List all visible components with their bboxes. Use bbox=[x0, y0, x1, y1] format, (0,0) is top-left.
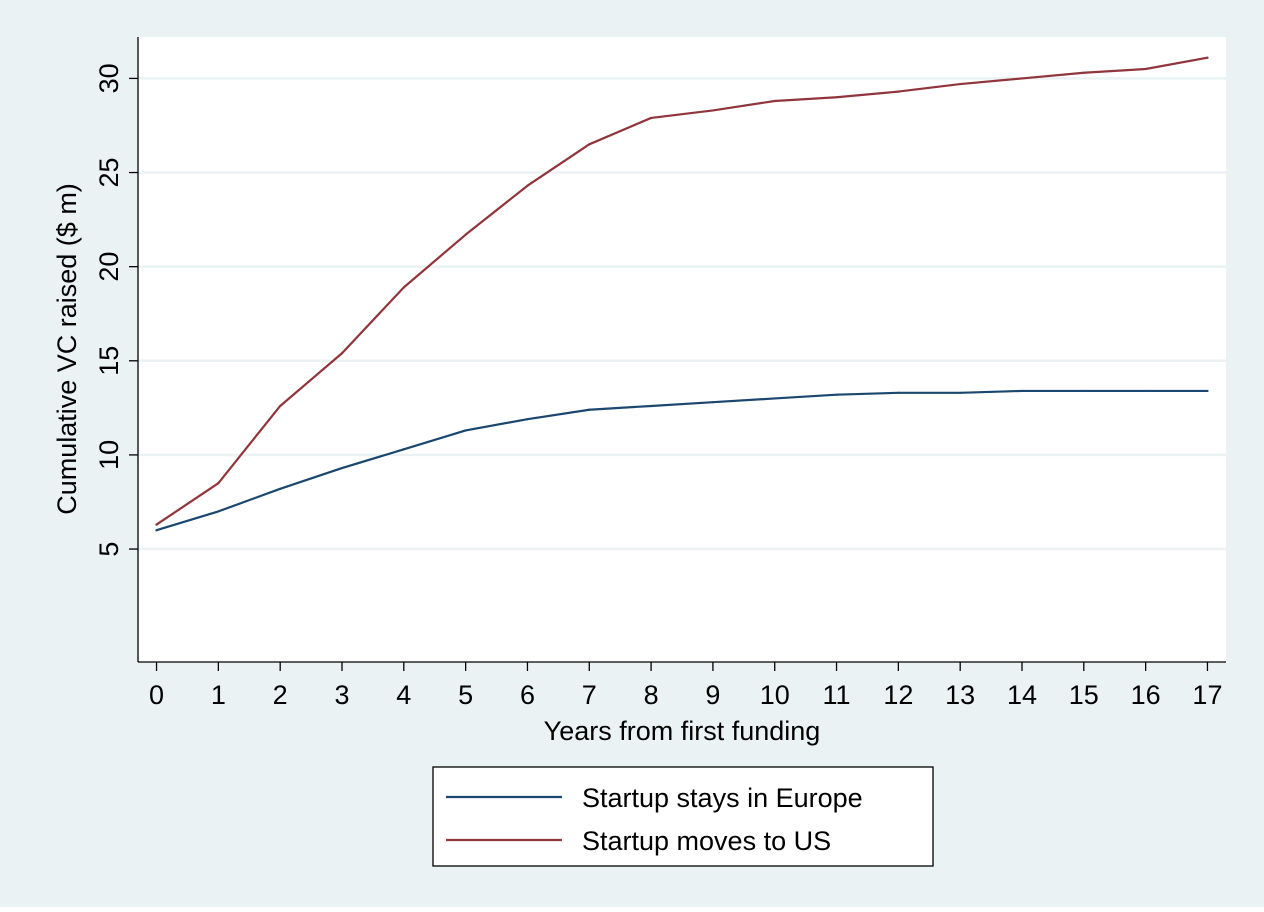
data-point-s0-x8 bbox=[649, 404, 653, 408]
x-tick-label-9: 9 bbox=[705, 680, 720, 710]
data-point-s0-x2 bbox=[279, 487, 282, 490]
data-point-s0-x14 bbox=[1020, 389, 1024, 393]
data-point-s1-x2 bbox=[279, 404, 282, 408]
series-lines bbox=[155, 56, 1209, 532]
x-tick-label-13: 13 bbox=[945, 680, 975, 710]
data-point-s1-x3 bbox=[340, 352, 344, 355]
x-tick-label-17: 17 bbox=[1192, 680, 1222, 710]
y-tick-label-5: 5 bbox=[94, 542, 124, 557]
data-point-s1-x17 bbox=[1206, 56, 1209, 59]
x-tick-label-5: 5 bbox=[458, 680, 473, 710]
y-axis-label: Cumulative VC raised ($ m) bbox=[52, 183, 82, 515]
data-point-s1-x11 bbox=[835, 96, 838, 99]
legend-label-europe: Startup stays in Europe bbox=[582, 783, 863, 813]
legend-label-us: Startup moves to US bbox=[582, 826, 831, 856]
data-point-s1-x8 bbox=[649, 116, 653, 120]
data-point-s1-x5 bbox=[464, 233, 467, 236]
data-point-s1-x13 bbox=[959, 82, 962, 86]
data-point-s0-x6 bbox=[526, 418, 529, 421]
data-point-s1-x14 bbox=[1020, 77, 1024, 80]
y-tick-label-25: 25 bbox=[94, 158, 124, 188]
data-point-s0-x15 bbox=[1082, 389, 1085, 393]
x-tick-label-1: 1 bbox=[211, 680, 226, 710]
data-point-s0-x10 bbox=[773, 397, 776, 400]
series-line-0 bbox=[155, 389, 1209, 532]
x-tick-label-6: 6 bbox=[520, 680, 535, 710]
data-point-s0-x17 bbox=[1206, 389, 1209, 393]
x-tick-label-3: 3 bbox=[334, 680, 349, 710]
x-tick-label-10: 10 bbox=[760, 680, 790, 710]
data-point-s1-x1 bbox=[217, 482, 220, 485]
x-tick-label-12: 12 bbox=[883, 680, 913, 710]
data-point-s1-x10 bbox=[773, 99, 776, 103]
data-point-s1-x9 bbox=[711, 109, 715, 112]
x-tick-label-8: 8 bbox=[644, 680, 659, 710]
data-point-s0-x13 bbox=[959, 391, 962, 394]
data-point-s1-x12 bbox=[897, 90, 900, 93]
data-point-s0-x9 bbox=[711, 401, 715, 404]
data-point-s0-x16 bbox=[1144, 389, 1147, 393]
data-point-s1-x4 bbox=[402, 286, 405, 289]
x-tick-label-0: 0 bbox=[149, 680, 164, 710]
series-line-1 bbox=[155, 56, 1209, 526]
data-point-s1-x7 bbox=[588, 143, 591, 146]
x-tick-label-14: 14 bbox=[1007, 680, 1037, 710]
x-axis: 0 1 2 3 4 5 6 7 8 9 10 11 12 13 14 15 16 17 bbox=[149, 662, 1222, 710]
y-tick-label-10: 10 bbox=[94, 440, 124, 470]
gridlines bbox=[138, 77, 1226, 551]
data-point-s0-x12 bbox=[897, 391, 900, 394]
y-tick-label-30: 30 bbox=[94, 63, 124, 93]
x-tick-label-16: 16 bbox=[1131, 680, 1161, 710]
x-tick-label-7: 7 bbox=[582, 680, 597, 710]
y-tick-label-20: 20 bbox=[94, 252, 124, 282]
data-point-s1-x16 bbox=[1144, 67, 1147, 71]
data-point-s0-x1 bbox=[217, 510, 220, 513]
data-point-s0-x5 bbox=[464, 429, 467, 432]
data-point-s0-x0 bbox=[155, 529, 158, 532]
x-axis-label: Years from first funding bbox=[544, 716, 821, 746]
data-point-s0-x3 bbox=[340, 466, 344, 470]
x-tick-label-15: 15 bbox=[1069, 680, 1099, 710]
x-tick-label-4: 4 bbox=[396, 680, 411, 710]
x-tick-label-11: 11 bbox=[823, 680, 851, 710]
data-point-s0-x11 bbox=[835, 393, 838, 396]
data-point-s0-x7 bbox=[588, 408, 591, 411]
data-point-s1-x15 bbox=[1082, 71, 1085, 74]
legend: Startup stays in Europe Startup moves to… bbox=[432, 766, 934, 867]
x-tick-label-2: 2 bbox=[273, 680, 288, 710]
data-point-s0-x4 bbox=[402, 448, 405, 451]
y-axis: 5 10 15 20 25 30 bbox=[94, 63, 138, 557]
plot-area bbox=[138, 37, 1226, 662]
data-point-s1-x6 bbox=[526, 184, 529, 187]
legend-box bbox=[432, 766, 934, 867]
y-tick-label-15: 15 bbox=[94, 346, 124, 376]
data-point-s1-x0 bbox=[155, 523, 158, 526]
